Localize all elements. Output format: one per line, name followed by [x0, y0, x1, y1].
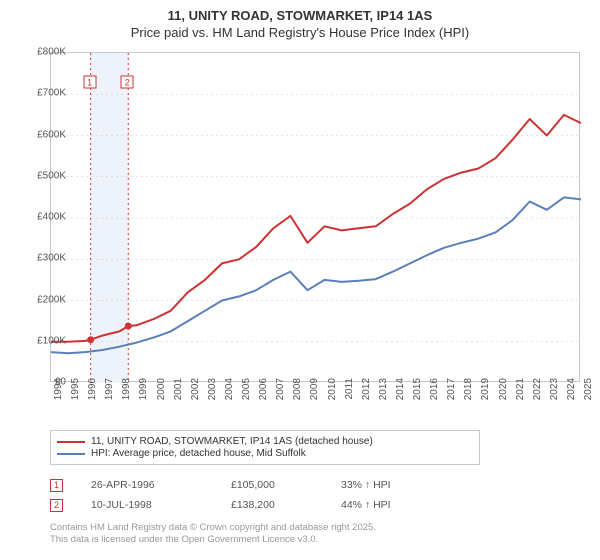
y-tick-label: £100K: [16, 335, 66, 346]
x-tick-label: 1999: [138, 378, 149, 418]
x-tick-label: 2004: [224, 378, 235, 418]
title-block: 11, UNITY ROAD, STOWMARKET, IP14 1AS Pri…: [0, 0, 600, 40]
sale-marker-2: 2: [50, 499, 63, 512]
x-tick-label: 2012: [361, 378, 372, 418]
x-tick-label: 2019: [480, 378, 491, 418]
sale-marker-2-num: 2: [54, 500, 59, 510]
title-address: 11, UNITY ROAD, STOWMARKET, IP14 1AS: [0, 8, 600, 23]
x-tick-label: 2014: [395, 378, 406, 418]
sale-price: £138,200: [231, 499, 341, 511]
x-tick-label: 1997: [104, 378, 115, 418]
plot-area: [50, 52, 580, 382]
y-tick-label: £400K: [16, 212, 66, 223]
plot-sale-marker-1: 1: [83, 76, 96, 89]
chart-container: 11, UNITY ROAD, STOWMARKET, IP14 1AS Pri…: [0, 0, 600, 560]
attribution-line2: This data is licensed under the Open Gov…: [50, 534, 580, 546]
sale-date: 26-APR-1996: [91, 479, 231, 491]
legend-item-hpi: HPI: Average price, detached house, Mid …: [57, 448, 473, 459]
chart-svg: [51, 53, 581, 383]
x-tick-label: 2015: [412, 378, 423, 418]
x-tick-label: 2011: [344, 378, 355, 418]
x-tick-label: 2003: [207, 378, 218, 418]
x-tick-label: 2025: [583, 378, 594, 418]
x-tick-label: 1998: [121, 378, 132, 418]
sale-delta: 33% ↑ HPI: [341, 479, 461, 491]
sale-price: £105,000: [231, 479, 341, 491]
x-tick-label: 2005: [241, 378, 252, 418]
sales-table: 1 26-APR-1996 £105,000 33% ↑ HPI 2 10-JU…: [50, 475, 580, 515]
attribution-line1: Contains HM Land Registry data © Crown c…: [50, 522, 580, 534]
x-tick-label: 2000: [156, 378, 167, 418]
x-tick-label: 2018: [463, 378, 474, 418]
x-tick-label: 2010: [327, 378, 338, 418]
legend-item-property: 11, UNITY ROAD, STOWMARKET, IP14 1AS (de…: [57, 436, 473, 447]
legend: 11, UNITY ROAD, STOWMARKET, IP14 1AS (de…: [50, 430, 480, 465]
y-tick-label: £200K: [16, 294, 66, 305]
plot-sale-marker-2: 2: [121, 76, 134, 89]
x-tick-label: 2020: [498, 378, 509, 418]
sale-delta: 44% ↑ HPI: [341, 499, 461, 511]
sales-row: 1 26-APR-1996 £105,000 33% ↑ HPI: [50, 475, 580, 495]
x-tick-label: 2022: [532, 378, 543, 418]
x-tick-label: 2002: [190, 378, 201, 418]
x-tick-label: 2007: [275, 378, 286, 418]
x-tick-label: 2021: [515, 378, 526, 418]
x-tick-label: 2013: [378, 378, 389, 418]
sale-date: 10-JUL-1998: [91, 499, 231, 511]
y-tick-label: £600K: [16, 129, 66, 140]
x-tick-label: 2008: [292, 378, 303, 418]
legend-label-property: 11, UNITY ROAD, STOWMARKET, IP14 1AS (de…: [91, 436, 373, 447]
attribution: Contains HM Land Registry data © Crown c…: [50, 522, 580, 547]
x-tick-label: 2006: [258, 378, 269, 418]
y-tick-label: £800K: [16, 47, 66, 58]
x-tick-label: 2001: [173, 378, 184, 418]
legend-swatch-hpi: [57, 453, 85, 455]
sales-row: 2 10-JUL-1998 £138,200 44% ↑ HPI: [50, 495, 580, 515]
x-tick-label: 2023: [549, 378, 560, 418]
title-subtitle: Price paid vs. HM Land Registry's House …: [0, 25, 600, 40]
x-tick-label: 1995: [70, 378, 81, 418]
sale-marker-1-num: 1: [54, 480, 59, 490]
x-tick-label: 1994: [53, 378, 64, 418]
sale-marker-1: 1: [50, 479, 63, 492]
x-tick-label: 2024: [566, 378, 577, 418]
legend-label-hpi: HPI: Average price, detached house, Mid …: [91, 448, 306, 459]
y-tick-label: £300K: [16, 253, 66, 264]
x-tick-label: 1996: [87, 378, 98, 418]
x-tick-label: 2017: [446, 378, 457, 418]
x-tick-label: 2016: [429, 378, 440, 418]
x-tick-label: 2009: [309, 378, 320, 418]
y-tick-label: £500K: [16, 170, 66, 181]
y-tick-label: £700K: [16, 88, 66, 99]
legend-swatch-property: [57, 441, 85, 443]
